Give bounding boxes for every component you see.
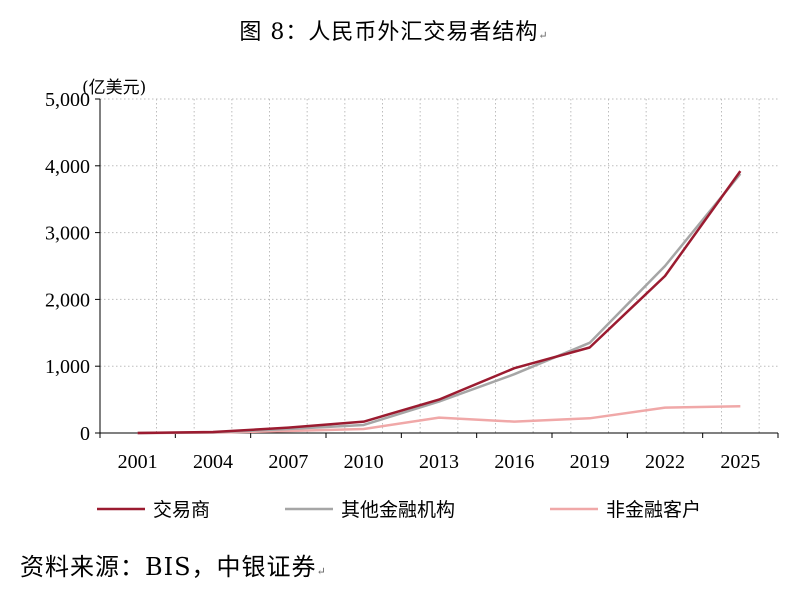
series-line-0 [137, 170, 742, 435]
x-tick-label: 2001 [118, 451, 158, 473]
legend-label: 非金融客户 [606, 499, 701, 521]
y-tick-label: 1,000 [45, 356, 90, 378]
source-text: 资料来源：BIS，中银证券 [20, 553, 317, 581]
axes: 0 1,000 2,000 3,000 4,000 5,000 2001 2004 2007 20… [45, 78, 779, 473]
x-tick-label: 2025 [720, 451, 760, 473]
y-tick-label: 5,000 [45, 89, 90, 111]
legend-label: 其他金融机构 [341, 499, 455, 521]
source-return-mark: ↵ [316, 565, 327, 578]
y-axis-unit: (亿美元) [82, 78, 146, 98]
line-chart: 0 1,000 2,000 3,000 4,000 5,000 2001 2004 2007 20… [45, 78, 779, 521]
chart-title: 图 8：人民币外汇交易者结构↵ [0, 14, 788, 46]
y-tick-label: 2,000 [45, 289, 90, 311]
y-tick-label: 4,000 [45, 156, 90, 178]
legend: 交易商 其他金融机构 非金融客户 [97, 499, 701, 521]
series-line-2 [137, 405, 741, 435]
x-tick-label: 2016 [494, 451, 534, 473]
gridlines [100, 98, 778, 433]
x-tick-label: 2004 [193, 451, 233, 473]
y-tick-label: 0 [80, 423, 90, 445]
return-mark: ↵ [538, 29, 549, 42]
source-note: 资料来源：BIS，中银证券↵ [20, 547, 327, 582]
y-tick-label: 3,000 [45, 223, 90, 245]
legend-label: 交易商 [153, 499, 210, 521]
chart-title-text: 图 8：人民币外汇交易者结构 [239, 20, 539, 45]
series-line-1 [137, 173, 742, 435]
x-tick-label: 2010 [344, 451, 384, 473]
x-tick-label: 2007 [268, 451, 308, 473]
series-lines [137, 170, 742, 435]
x-tick-label: 2022 [645, 451, 685, 473]
x-tick-label: 2019 [570, 451, 610, 473]
x-tick-label: 2013 [419, 451, 459, 473]
